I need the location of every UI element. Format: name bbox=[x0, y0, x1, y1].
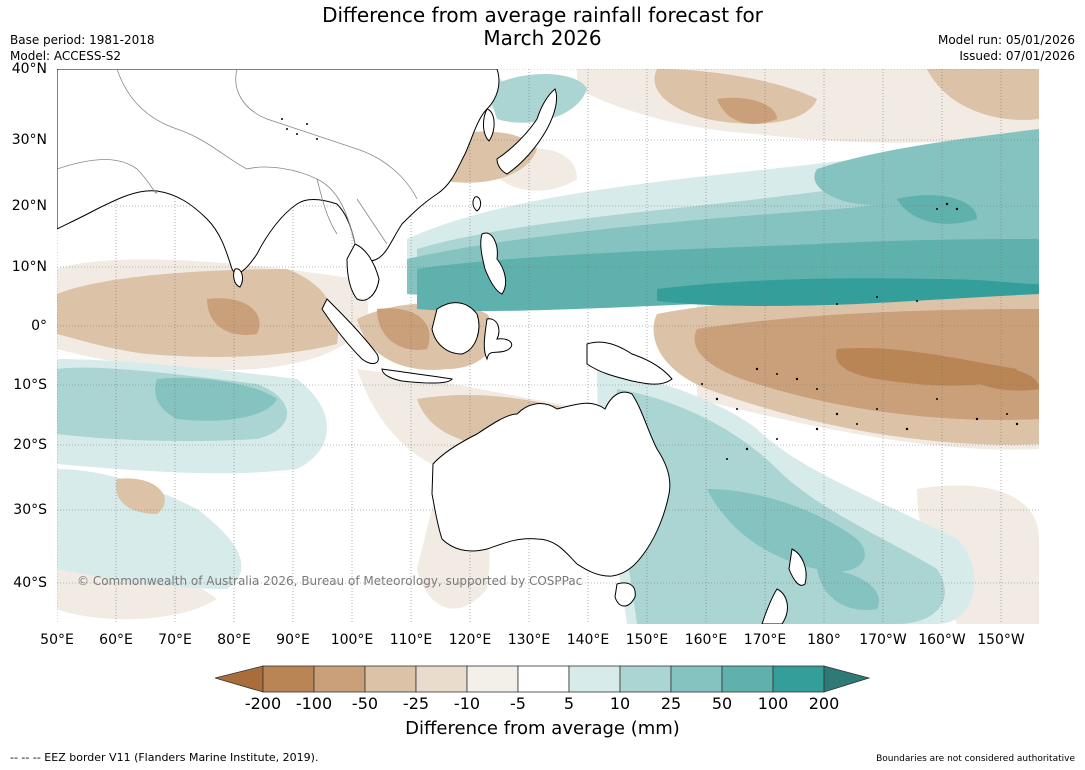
philippines bbox=[480, 232, 507, 295]
colorbar-segment bbox=[466, 665, 519, 693]
japan bbox=[496, 88, 558, 175]
anomaly-wet-max bbox=[657, 278, 1039, 306]
lon-label: 110°E bbox=[389, 632, 433, 648]
australia bbox=[431, 391, 671, 577]
colorbar-label: -50 bbox=[351, 694, 379, 713]
lon-label: 170°E bbox=[743, 632, 787, 648]
country-borders bbox=[57, 69, 418, 245]
colorbar-title: Difference from average (mm) bbox=[405, 718, 680, 739]
asia-mainland bbox=[57, 69, 500, 274]
indochina bbox=[346, 243, 380, 301]
base-period: Base period: 1981-2018 bbox=[10, 33, 155, 47]
java bbox=[381, 368, 453, 384]
lat-label: 30°S bbox=[13, 502, 47, 518]
lat-label: 20°S bbox=[13, 437, 47, 453]
colorbar-segment bbox=[313, 665, 366, 693]
lon-label: 70°E bbox=[158, 632, 192, 648]
lon-label: 170°W bbox=[859, 632, 907, 648]
lat-label: 30°N bbox=[11, 132, 47, 148]
colorbar-segment bbox=[619, 665, 672, 693]
boundaries-note: Boundaries are not considered authoritat… bbox=[876, 754, 1075, 764]
map-title: Difference from average rainfall forecas… bbox=[0, 4, 1085, 50]
tasmania bbox=[614, 582, 636, 607]
colorbar-label: 100 bbox=[757, 694, 789, 713]
borneo bbox=[431, 302, 480, 355]
colorbar-label: -25 bbox=[402, 694, 430, 713]
meta-right: Model run: 05/01/2026 Issued: 07/01/2026 bbox=[938, 32, 1075, 64]
meta-left: Base period: 1981-2018 Model: ACCESS-S2 bbox=[10, 32, 155, 64]
colorbar-segment bbox=[364, 665, 417, 693]
korea bbox=[483, 108, 495, 142]
colorbar-segment bbox=[670, 665, 723, 693]
anomaly-dry-dark bbox=[836, 348, 1039, 391]
colorbar-segment bbox=[262, 665, 315, 693]
new-guinea bbox=[586, 341, 673, 385]
colorbar-segment bbox=[721, 665, 774, 693]
lon-label: 180° bbox=[807, 632, 841, 648]
model-name: Model: ACCESS-S2 bbox=[10, 49, 122, 63]
lon-label: 80°E bbox=[217, 632, 251, 648]
colorbar-segment bbox=[415, 665, 468, 693]
new-zealand-south bbox=[761, 588, 788, 624]
colorbar-label: 5 bbox=[563, 694, 575, 713]
colorbar-segment bbox=[568, 665, 621, 693]
colorbar-label: 10 bbox=[609, 694, 631, 713]
sulawesi bbox=[483, 318, 513, 361]
lat-label: 10°N bbox=[11, 259, 47, 275]
eez-note: -- -- -- EEZ border V11 (Flanders Marine… bbox=[10, 751, 319, 764]
colorbar-label: 200 bbox=[808, 694, 840, 713]
colorbar-segment bbox=[517, 665, 570, 693]
new-zealand-north bbox=[788, 548, 807, 586]
lon-label: 120°E bbox=[448, 632, 492, 648]
lat-label: 20°N bbox=[11, 198, 47, 214]
lon-label: 160°E bbox=[684, 632, 728, 648]
issued-date: Issued: 07/01/2026 bbox=[959, 49, 1075, 63]
colorbar-label: -10 bbox=[453, 694, 481, 713]
lon-label: 150°E bbox=[625, 632, 669, 648]
lat-label: 0° bbox=[31, 318, 47, 334]
colorbar-label: 25 bbox=[660, 694, 682, 713]
lon-label: 130°E bbox=[507, 632, 551, 648]
lat-label: 40°N bbox=[11, 61, 47, 77]
model-run: Model run: 05/01/2026 bbox=[937, 33, 1075, 47]
copyright-text: © Commonwealth of Australia 2026, Bureau… bbox=[77, 574, 582, 588]
colorbar bbox=[215, 665, 871, 693]
lon-label: 160°W bbox=[918, 632, 966, 648]
small-islands bbox=[281, 118, 1019, 460]
lat-label: 10°S bbox=[13, 377, 47, 393]
sumatra bbox=[321, 298, 379, 365]
taiwan bbox=[472, 196, 482, 212]
colorbar-segment bbox=[823, 665, 871, 693]
colorbar-label: 50 bbox=[711, 694, 733, 713]
lon-label: 100°E bbox=[330, 632, 374, 648]
lon-label: 50°E bbox=[40, 632, 74, 648]
rainfall-anomaly-map: © Commonwealth of Australia 2026, Bureau… bbox=[57, 69, 1039, 624]
title-line-2: March 2026 bbox=[483, 26, 602, 50]
colorbar-segment bbox=[772, 665, 825, 693]
title-line-1: Difference from average rainfall forecas… bbox=[322, 3, 763, 27]
colorbar-label: -100 bbox=[295, 694, 333, 713]
lon-label: 60°E bbox=[99, 632, 133, 648]
colorbar-label: -200 bbox=[244, 694, 282, 713]
lat-label: 40°S bbox=[13, 575, 47, 591]
lon-label: 150°W bbox=[977, 632, 1025, 648]
colorbar-label: -5 bbox=[510, 694, 526, 713]
lon-label: 140°E bbox=[566, 632, 610, 648]
sri-lanka bbox=[233, 268, 243, 288]
land-masses bbox=[57, 69, 807, 624]
colorbar-segment bbox=[215, 665, 264, 693]
lon-label: 90°E bbox=[276, 632, 310, 648]
